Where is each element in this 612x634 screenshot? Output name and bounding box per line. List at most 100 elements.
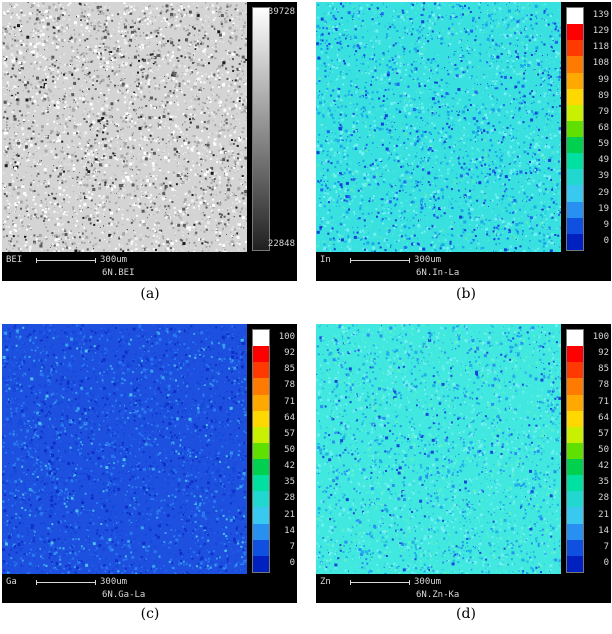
colorbar-segment: [253, 362, 269, 379]
colorbar-segment: [567, 507, 583, 524]
colorbar-tick: 49: [598, 155, 609, 166]
bei-image: [2, 2, 247, 252]
ga-ticks: 100 92 85 78 71 64 57 50 42 35 28 21 14 7 0: [270, 324, 297, 574]
caption-d: (d): [456, 606, 476, 622]
sample-label: 6N.Zn-Ka: [416, 590, 460, 600]
colorbar-tick: 92: [284, 348, 295, 359]
colorbar-segment: [567, 394, 583, 411]
colorbar-tick: 14: [598, 525, 609, 536]
ga-map: [2, 324, 247, 574]
in-ticks: 139 129 118 108 99 89 79 68 59 49 39 29 19 9 0: [584, 2, 611, 252]
colorbar-segment: [567, 120, 583, 137]
colorbar-segment: [567, 24, 583, 41]
element-label: Ga: [6, 577, 17, 587]
panel-bei: 39728 22848 BEI 300um 6N.BEI: [2, 2, 297, 281]
colorbar-tick: 21: [284, 509, 295, 520]
colorbar-segment: [567, 153, 583, 170]
colorbar-segment: [253, 394, 269, 411]
in-colorbar: [566, 7, 584, 251]
zn-colorbar: [566, 329, 584, 573]
zn-ticks: 100 92 85 78 71 64 57 50 42 35 28 21 14 7 0: [584, 324, 611, 574]
scale-label: 300um: [100, 255, 128, 265]
colorbar-tick: 89: [598, 90, 609, 101]
colorbar-segment: [567, 523, 583, 540]
scale-bar: [36, 580, 96, 585]
colorbar-segment: [253, 410, 269, 427]
colorbar-tick: 50: [284, 445, 295, 455]
colorbar-tick: 139: [592, 10, 609, 21]
colorbar-tick: 7: [603, 541, 609, 552]
in-footer: In 300um 6N.In-La: [316, 252, 611, 281]
bei-footer: BEI 300um 6N.BEI: [2, 252, 297, 281]
colorbar-segment: [567, 72, 583, 89]
colorbar-tick: 42: [284, 461, 295, 472]
sample-label: 6N.In-La: [416, 268, 460, 278]
colorbar-tick: 42: [598, 461, 609, 472]
colorbar-tick: 118: [592, 42, 609, 53]
colorbar-tick: 7: [289, 541, 295, 552]
colorbar-tick: 35: [284, 477, 295, 488]
colorbar-segment: [567, 539, 583, 556]
colorbar-segment: [567, 185, 583, 202]
colorbar-segment: [567, 137, 583, 154]
colorbar-tick: 14: [284, 525, 295, 536]
bei-max: 39728: [267, 7, 295, 17]
colorbar-segment: [567, 56, 583, 73]
colorbar-tick: 79: [598, 106, 609, 117]
colorbar-segment: [567, 217, 583, 234]
colorbar-segment: [567, 233, 583, 250]
colorbar-segment: [253, 491, 269, 508]
colorbar-segment: [567, 40, 583, 57]
colorbar-segment: [253, 426, 269, 443]
colorbar-segment: [253, 507, 269, 524]
panel-in: 139 129 118 108 99 89 79 68 59 49 39 29 19 9 0 In 300u…: [316, 2, 611, 281]
colorbar-segment: [253, 346, 269, 363]
colorbar-tick: 100: [278, 332, 295, 343]
colorbar-tick: 57: [598, 428, 609, 439]
bei-min: 22848: [267, 239, 295, 249]
colorbar-segment: [567, 378, 583, 395]
element-label: In: [320, 255, 331, 265]
scale-label: 300um: [414, 577, 442, 587]
colorbar-tick: 57: [284, 428, 295, 439]
colorbar-tick: 85: [284, 364, 295, 375]
colorbar-segment: [567, 8, 583, 25]
colorbar-tick: 129: [592, 26, 609, 37]
zn-footer: Zn 300um 6N.Zn-Ka: [316, 574, 611, 603]
scale-bar: [350, 258, 410, 263]
bei-ticks: 39728 22848: [267, 2, 297, 252]
colorbar-segment: [253, 442, 269, 459]
scale-label: 300um: [414, 255, 442, 265]
colorbar-segment: [567, 169, 583, 186]
colorbar-segment: [567, 459, 583, 476]
colorbar-tick: 19: [598, 203, 609, 214]
colorbar-tick: 100: [592, 332, 609, 343]
scale-label: 300um: [100, 577, 128, 587]
colorbar-segment: [567, 410, 583, 427]
panel-zn: 100 92 85 78 71 64 57 50 42 35 28 21 14 7 0 Zn 300um 6…: [316, 324, 611, 603]
colorbar-tick: 29: [598, 187, 609, 198]
colorbar-tick: 59: [598, 139, 609, 150]
colorbar-tick: 71: [284, 396, 295, 407]
colorbar-segment: [567, 104, 583, 121]
colorbar-segment: [253, 378, 269, 395]
scale-bar: [350, 580, 410, 585]
colorbar-tick: 9: [603, 219, 609, 230]
colorbar-segment: [567, 426, 583, 443]
bei-colorbar: [252, 7, 270, 251]
colorbar-segment: [253, 523, 269, 540]
colorbar-tick: 64: [284, 412, 295, 423]
colorbar-tick: 64: [598, 412, 609, 423]
scale-bar: [36, 258, 96, 263]
colorbar-tick: 0: [603, 235, 609, 246]
sample-label: 6N.Ga-La: [102, 590, 146, 600]
sample-label: 6N.BEI: [102, 268, 135, 278]
colorbar-tick: 0: [289, 557, 295, 568]
colorbar-segment: [567, 491, 583, 508]
colorbar-tick: 108: [592, 58, 609, 69]
caption-c: (c): [140, 606, 160, 622]
ga-footer: Ga 300um 6N.Ga-La: [2, 574, 297, 603]
ga-colorbar: [252, 329, 270, 573]
colorbar-tick: 21: [598, 509, 609, 520]
colorbar-segment: [567, 362, 583, 379]
